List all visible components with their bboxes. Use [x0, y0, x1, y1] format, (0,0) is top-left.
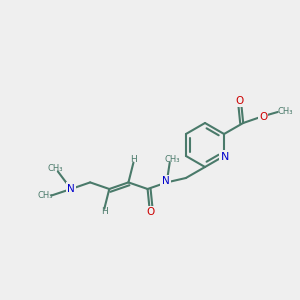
Text: N: N — [67, 184, 75, 194]
Text: CH₃: CH₃ — [165, 155, 181, 164]
Text: CH₃: CH₃ — [38, 191, 53, 200]
Text: H: H — [130, 155, 137, 164]
Text: CH₃: CH₃ — [278, 107, 293, 116]
Text: N: N — [221, 152, 229, 162]
Text: CH₃: CH₃ — [47, 164, 63, 173]
Text: O: O — [146, 207, 155, 217]
Text: O: O — [259, 112, 268, 122]
Text: H: H — [101, 207, 108, 216]
Text: O: O — [235, 96, 243, 106]
Text: N: N — [162, 176, 170, 186]
